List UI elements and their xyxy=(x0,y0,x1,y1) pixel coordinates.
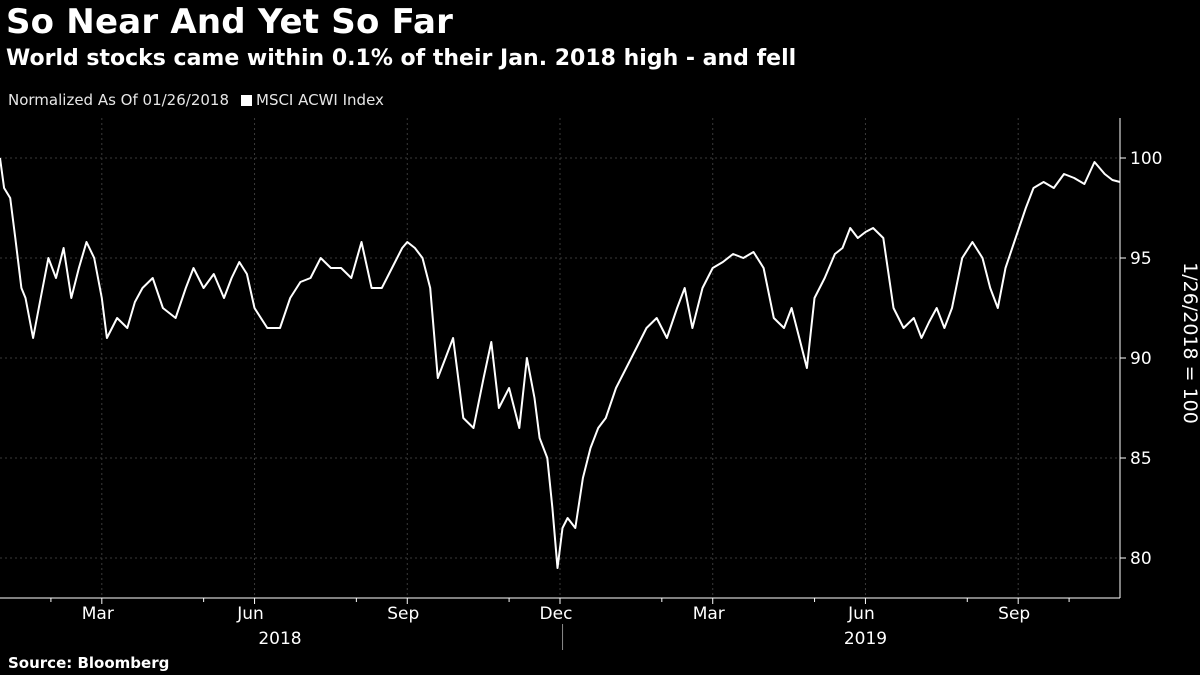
x-tick-label: Sep xyxy=(387,604,419,624)
y-tick-label: 80 xyxy=(1130,549,1152,569)
y-tick-label: 85 xyxy=(1130,449,1152,469)
chart-title: So Near And Yet So Far xyxy=(6,2,454,42)
legend-series-label: MSCI ACWI Index xyxy=(256,91,384,109)
chart-subtitle: World stocks came within 0.1% of their J… xyxy=(6,46,797,71)
year-labels: 2018 2019 xyxy=(258,629,887,649)
chart-legend: Normalized As Of 01/26/2018 MSCI ACWI In… xyxy=(8,91,384,109)
x-tick-label: Jun xyxy=(847,604,875,624)
x-tick-label: Jun xyxy=(236,604,264,624)
year-label: 2018 xyxy=(258,629,301,649)
series-line-msci-acwi xyxy=(0,157,1121,569)
grid-lines xyxy=(0,118,1120,598)
y-axis-title: 1/26/2018 = 100 xyxy=(1179,262,1200,424)
y-tick-label: 90 xyxy=(1130,349,1152,369)
legend-swatch xyxy=(241,94,252,106)
source-note: Source: Bloomberg xyxy=(8,654,170,672)
y-tick-label: 100 xyxy=(1130,149,1162,169)
x-tick-label: Mar xyxy=(693,604,725,624)
x-axis-ticks: Mar Jun Sep Dec Mar Jun Sep xyxy=(50,598,1070,624)
normalization-note: Normalized As Of 01/26/2018 xyxy=(8,91,229,109)
x-tick-label: Mar xyxy=(82,604,114,624)
x-tick-label: Dec xyxy=(540,604,573,624)
y-axis-ticks: 80 85 90 95 100 xyxy=(1120,149,1162,569)
y-tick-label: 95 xyxy=(1130,249,1152,269)
year-label: 2019 xyxy=(844,629,887,649)
x-tick-label: Sep xyxy=(998,604,1030,624)
